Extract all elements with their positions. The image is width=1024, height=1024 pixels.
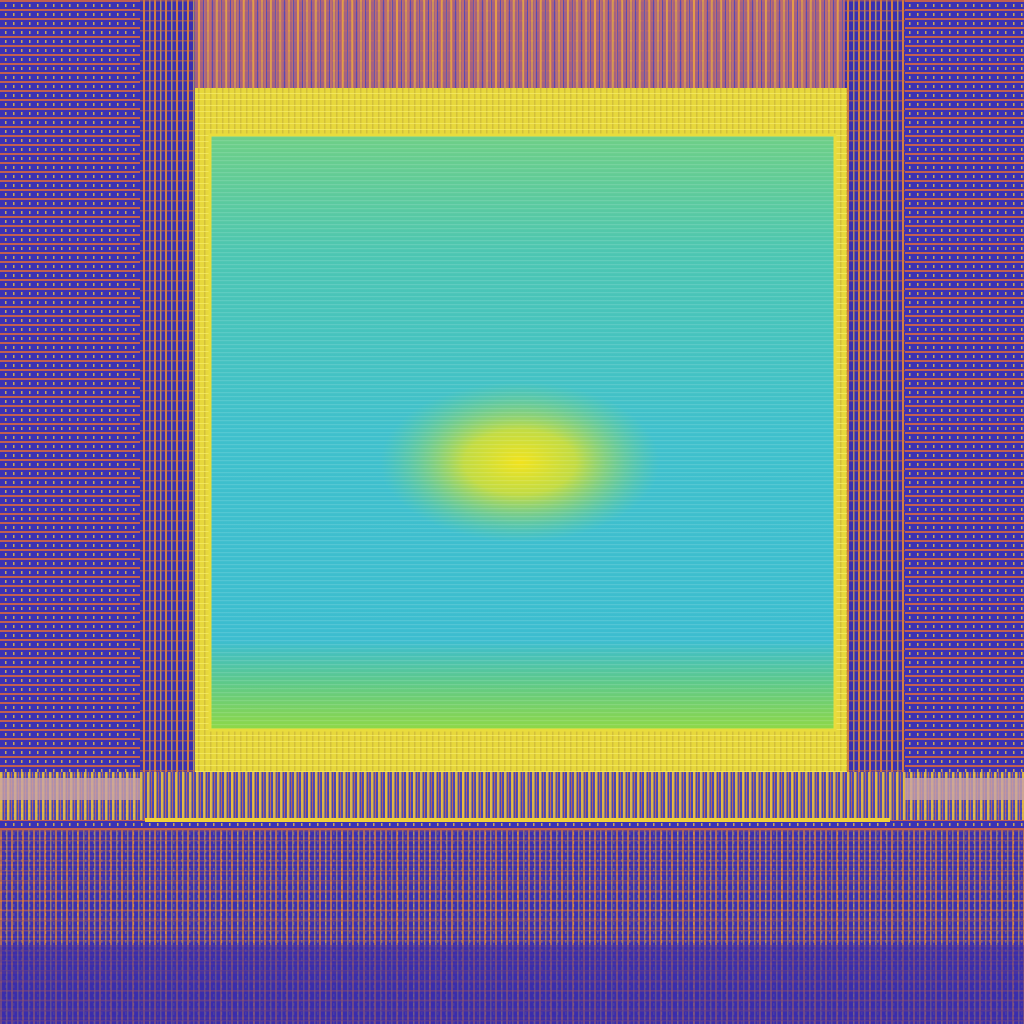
right-pale-strip (905, 778, 1024, 800)
inner-border (208, 133, 837, 732)
bottom-rule (145, 818, 890, 822)
lower-shade (0, 945, 1024, 1024)
bottom-strip (0, 772, 1024, 820)
left-pale-strip (0, 778, 140, 800)
top-band (195, 0, 845, 88)
scanlines (210, 135, 835, 730)
